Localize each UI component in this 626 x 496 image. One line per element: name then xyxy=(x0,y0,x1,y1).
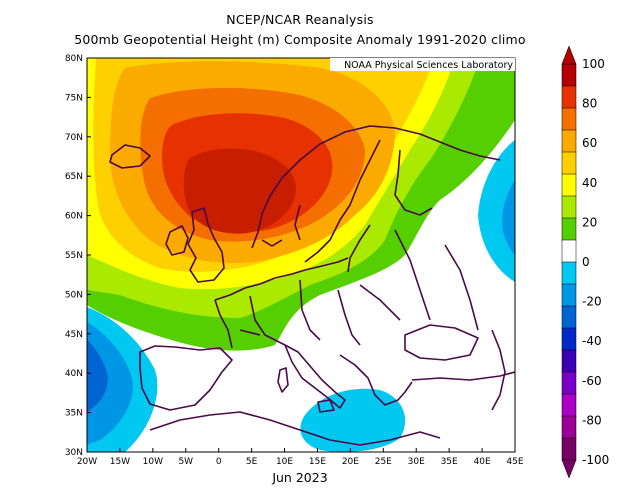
colorbar-segment xyxy=(561,85,577,109)
lat-label: 30N xyxy=(65,448,83,458)
credit-label: NOAA Physical Sciences Laboratory xyxy=(344,60,513,71)
lon-label: 20E xyxy=(342,457,359,467)
colorbar-segment xyxy=(561,283,577,307)
coastlines xyxy=(109,125,515,446)
date-label: Jun 2023 xyxy=(272,470,328,485)
colorbar-segment xyxy=(561,129,577,153)
lon-label: 10W xyxy=(143,457,163,467)
colorbar-label: 100 xyxy=(582,57,605,71)
lon-label: 15W xyxy=(110,457,130,467)
colorbar-label: 60 xyxy=(582,136,597,150)
colorbar-segment xyxy=(561,63,577,87)
chart-subtitle: 500mb Geopotential Height (m) Composite … xyxy=(74,32,526,47)
contour-neg20-med xyxy=(300,388,406,452)
colorbar-segment xyxy=(561,173,577,197)
lon-label: 15E xyxy=(309,457,326,467)
colorbar-segment xyxy=(561,151,577,175)
latitude-labels: 80N 75N 70N 65N 60N 55N 50N 45N 40N 35N 30N xyxy=(65,54,83,458)
colorbar-label: -80 xyxy=(582,413,602,427)
lon-label: 5W xyxy=(178,457,193,467)
lat-label: 65N xyxy=(65,172,83,182)
colorbar xyxy=(561,45,577,479)
lon-label: 35E xyxy=(441,457,458,467)
colorbar-top-arrow xyxy=(561,45,577,65)
lon-label: 45E xyxy=(506,457,523,467)
lon-label: 20W xyxy=(77,457,97,467)
contour-neg20-east xyxy=(478,140,515,282)
lat-label: 60N xyxy=(65,212,83,222)
lat-label: 35N xyxy=(65,409,83,419)
colorbar-label: -60 xyxy=(582,374,602,388)
lon-label: 40E xyxy=(474,457,491,467)
lat-label: 45N xyxy=(65,330,83,340)
lon-label: 10E xyxy=(276,457,293,467)
anomaly-contours xyxy=(87,58,515,452)
lon-label: 5E xyxy=(246,457,258,467)
colorbar-bottom-arrow xyxy=(561,459,577,479)
colorbar-segment xyxy=(561,349,577,373)
lon-label: 25E xyxy=(375,457,392,467)
colorbar-segment xyxy=(561,371,577,395)
colorbar-segment xyxy=(561,195,577,219)
colorbar-segment xyxy=(561,415,577,439)
lat-label: 40N xyxy=(65,369,83,379)
colorbar-segment xyxy=(561,239,577,263)
longitude-labels: 20W 15W 10W 5W 0 5E 10E 15E 20E 25E 30E 35E 40E 45E xyxy=(77,457,524,467)
colorbar-segment xyxy=(561,261,577,285)
colorbar-label: 20 xyxy=(582,215,597,229)
contour-neg40-west xyxy=(87,340,108,412)
colorbar-segment xyxy=(561,107,577,131)
colorbar-label: 80 xyxy=(582,97,597,111)
colorbar-segment xyxy=(561,437,577,461)
colorbar-segment xyxy=(561,217,577,241)
colorbar-label: 40 xyxy=(582,176,597,190)
colorbar-segment xyxy=(561,305,577,329)
lat-label: 75N xyxy=(65,93,83,103)
colorbar-labels: 100 80 60 40 20 0 -20 -40 -60 -80 -100 xyxy=(582,57,609,467)
lat-label: 80N xyxy=(65,54,83,64)
colorbar-segment xyxy=(561,393,577,417)
credit-box xyxy=(330,58,515,71)
lat-label: 70N xyxy=(65,133,83,143)
lat-label: 50N xyxy=(65,290,83,300)
lon-label: 0 xyxy=(216,457,222,467)
colorbar-label: -40 xyxy=(582,334,602,348)
contour-neg30-east xyxy=(502,180,515,255)
contour-pos120 xyxy=(183,148,296,234)
contour-neg30-west xyxy=(87,322,133,445)
lon-label: 30E xyxy=(408,457,425,467)
colorbar-label: -100 xyxy=(582,453,609,467)
colorbar-label: -20 xyxy=(582,295,602,309)
axis-ticks xyxy=(86,57,516,453)
lat-label: 55N xyxy=(65,251,83,261)
chart-title: NCEP/NCAR Reanalysis xyxy=(226,12,374,27)
colorbar-label: 0 xyxy=(582,255,590,269)
colorbar-segment xyxy=(561,327,577,351)
